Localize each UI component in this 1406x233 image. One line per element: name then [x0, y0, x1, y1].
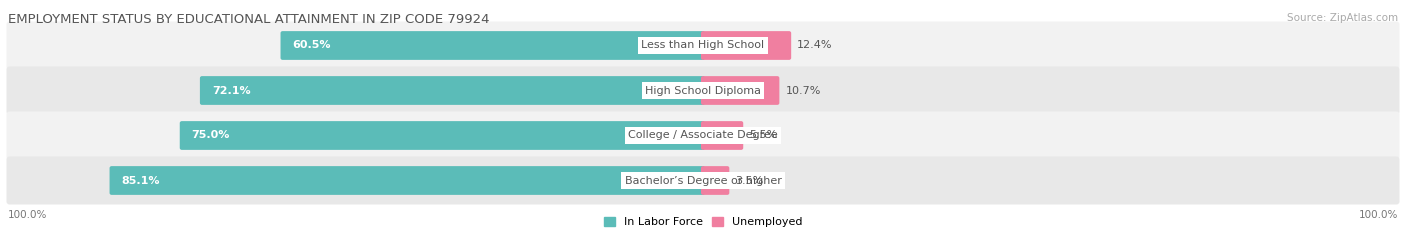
- FancyBboxPatch shape: [7, 112, 1399, 160]
- Text: 60.5%: 60.5%: [292, 41, 330, 51]
- Text: 100.0%: 100.0%: [8, 210, 48, 220]
- FancyBboxPatch shape: [702, 76, 779, 105]
- FancyBboxPatch shape: [702, 121, 744, 150]
- Text: 72.1%: 72.1%: [212, 86, 250, 96]
- FancyBboxPatch shape: [702, 166, 730, 195]
- Text: College / Associate Degree: College / Associate Degree: [628, 130, 778, 140]
- Text: 12.4%: 12.4%: [797, 41, 832, 51]
- Text: 10.7%: 10.7%: [786, 86, 821, 96]
- Text: 5.5%: 5.5%: [749, 130, 778, 140]
- FancyBboxPatch shape: [281, 31, 704, 60]
- Text: High School Diploma: High School Diploma: [645, 86, 761, 96]
- Text: Source: ZipAtlas.com: Source: ZipAtlas.com: [1286, 13, 1398, 23]
- FancyBboxPatch shape: [7, 21, 1399, 69]
- FancyBboxPatch shape: [180, 121, 704, 150]
- Text: 3.5%: 3.5%: [735, 175, 763, 185]
- Legend: In Labor Force, Unemployed: In Labor Force, Unemployed: [603, 217, 803, 227]
- FancyBboxPatch shape: [110, 166, 704, 195]
- Text: 85.1%: 85.1%: [121, 175, 160, 185]
- Text: Bachelor’s Degree or higher: Bachelor’s Degree or higher: [624, 175, 782, 185]
- FancyBboxPatch shape: [702, 31, 792, 60]
- Text: EMPLOYMENT STATUS BY EDUCATIONAL ATTAINMENT IN ZIP CODE 79924: EMPLOYMENT STATUS BY EDUCATIONAL ATTAINM…: [8, 13, 489, 26]
- Text: 75.0%: 75.0%: [191, 130, 231, 140]
- Text: 100.0%: 100.0%: [1358, 210, 1398, 220]
- FancyBboxPatch shape: [7, 66, 1399, 114]
- Text: Less than High School: Less than High School: [641, 41, 765, 51]
- FancyBboxPatch shape: [7, 157, 1399, 205]
- FancyBboxPatch shape: [200, 76, 704, 105]
